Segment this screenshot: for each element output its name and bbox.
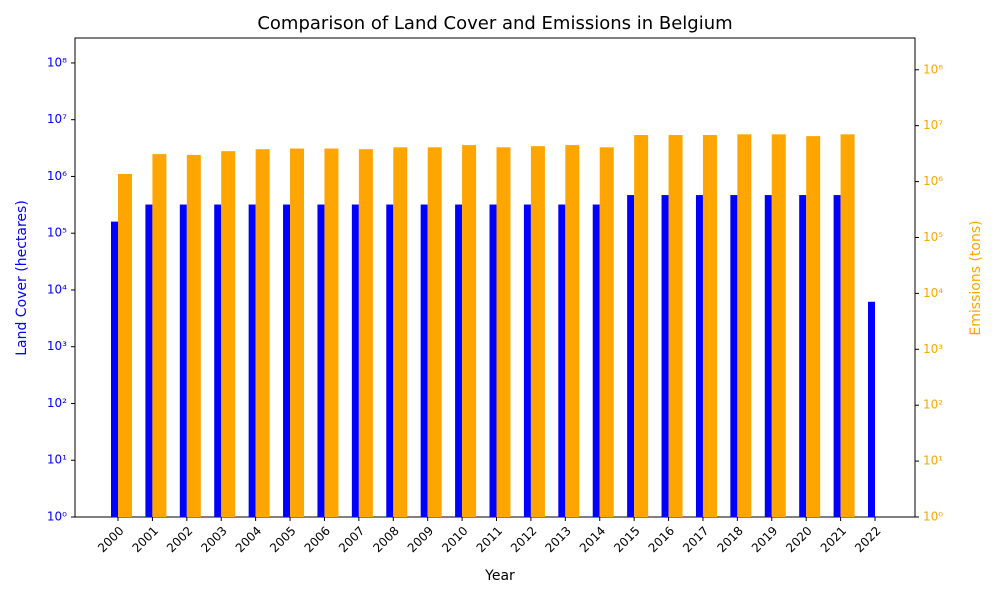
- x-tick-label: 2002: [164, 524, 195, 555]
- bar: [393, 147, 408, 518]
- y2-tick-label: 10¹: [923, 454, 943, 468]
- bar: [248, 204, 256, 518]
- x-tick-label: 2015: [611, 524, 642, 555]
- y-tick-label: 10⁸: [47, 55, 67, 69]
- bar: [530, 146, 545, 517]
- bar: [668, 135, 683, 517]
- bar: [145, 204, 153, 518]
- y2-tick-label: 10⁷: [923, 118, 943, 132]
- bar: [833, 195, 841, 517]
- y-tick-label: 10⁵: [47, 226, 67, 240]
- y-axis-label: Land Cover (hectares): [14, 200, 30, 356]
- bar: [214, 204, 222, 518]
- x-tick-label: 2004: [233, 524, 264, 555]
- x-tick-label: 2012: [508, 524, 539, 555]
- bar: [634, 135, 649, 517]
- y2-tick-label: 10³: [923, 342, 943, 356]
- x-tick-label: 2006: [302, 524, 333, 555]
- bar: [324, 148, 339, 517]
- y-tick-label: 10¹: [47, 453, 67, 467]
- bar: [840, 134, 855, 517]
- bar: [764, 195, 772, 517]
- bar: [420, 204, 428, 518]
- bar: [599, 147, 614, 518]
- x-tick-label: 2010: [439, 524, 470, 555]
- bar: [179, 204, 187, 518]
- y2-tick-label: 10⁵: [923, 230, 943, 244]
- y-tick-label: 10²: [47, 396, 67, 410]
- bar: [462, 145, 477, 518]
- y-tick-label: 10³: [47, 339, 67, 353]
- bar: [799, 195, 807, 517]
- x-tick-label: 2018: [714, 524, 745, 555]
- x-tick-label: 2022: [852, 524, 883, 555]
- bar: [351, 204, 359, 518]
- x-axis-label: Year: [484, 568, 515, 584]
- bar: [592, 204, 600, 518]
- x-tick-label: 2020: [783, 524, 814, 555]
- bar: [695, 195, 703, 517]
- bar: [186, 154, 201, 517]
- bar: [455, 204, 463, 518]
- bar: [558, 204, 566, 518]
- bar: [255, 149, 270, 517]
- x-tick-label: 2001: [130, 524, 161, 555]
- y-tick-label: 10⁰: [47, 510, 67, 524]
- x-tick-label: 2009: [405, 524, 436, 555]
- bar: [771, 134, 786, 517]
- y2-tick-label: 10⁴: [923, 286, 943, 300]
- x-tick-label: 2013: [542, 524, 573, 555]
- bar: [118, 173, 132, 517]
- bar: [523, 204, 531, 518]
- bar: [868, 301, 875, 517]
- x-tick-label: 2008: [370, 524, 401, 555]
- bar: [627, 195, 635, 517]
- y2-tick-label: 10²: [923, 398, 943, 412]
- x-tick-label: 2019: [749, 524, 780, 555]
- bar: [702, 135, 717, 517]
- bar: [317, 204, 325, 518]
- chart-title: Comparison of Land Cover and Emissions i…: [257, 13, 732, 34]
- x-tick-label: 2021: [818, 524, 849, 555]
- x-tick-label: 2003: [198, 524, 229, 555]
- y2-axis-label: Emissions (tons): [968, 220, 984, 335]
- y2-tick-label: 10⁶: [923, 174, 943, 188]
- bar: [661, 195, 669, 517]
- bar: [152, 154, 167, 518]
- bar: [496, 147, 511, 518]
- bar: [386, 204, 394, 518]
- bar: [565, 145, 580, 518]
- x-tick-label: 2017: [680, 524, 711, 555]
- x-tick-label: 2016: [646, 524, 677, 555]
- bar: [111, 221, 118, 518]
- y2-tick-label: 10⁰: [923, 510, 943, 524]
- bar: [290, 148, 305, 517]
- y-tick-label: 10⁷: [47, 112, 67, 126]
- x-tick-label: 2014: [577, 524, 608, 555]
- x-tick-label: 2011: [474, 524, 505, 555]
- y2-tick-label: 10⁸: [923, 62, 943, 76]
- bar: [358, 149, 373, 517]
- y-tick-label: 10⁴: [47, 282, 67, 296]
- bar: [283, 204, 291, 518]
- bar: [221, 151, 236, 517]
- x-tick-label: 2000: [95, 524, 126, 555]
- x-tick-label: 2005: [267, 524, 298, 555]
- bar: [427, 147, 442, 518]
- bar: [737, 134, 752, 517]
- bar: [806, 136, 821, 518]
- x-tick-label: 2007: [336, 524, 367, 555]
- bar: [489, 204, 497, 518]
- bar: [730, 195, 738, 517]
- y-tick-label: 10⁶: [47, 169, 67, 183]
